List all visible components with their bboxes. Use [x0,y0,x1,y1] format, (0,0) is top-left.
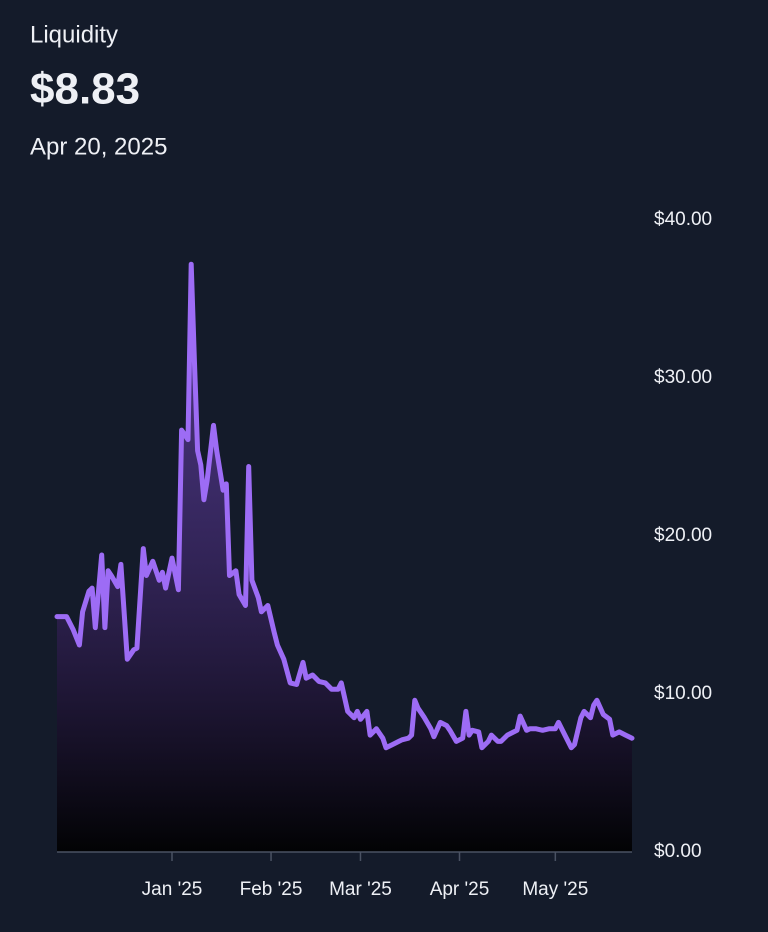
x-tick-label: Feb '25 [240,879,303,900]
chart-title: Liquidity [30,21,118,48]
area-fill [57,264,632,852]
line [54,261,635,751]
y-tick-label: $10.00 [654,683,712,704]
x-tick-label: Mar '25 [329,879,392,900]
y-tick-label: $30.00 [654,367,712,388]
headline-value: $8.83 [30,65,140,114]
y-tick-label: $20.00 [654,525,712,546]
x-tick-label: Apr '25 [430,879,490,900]
headline-date: Apr 20, 2025 [30,133,167,160]
x-tick-label: May '25 [522,879,588,900]
y-tick-label: $40.00 [654,209,712,230]
y-tick-label: $0.00 [654,841,702,862]
x-tick-label: Jan '25 [142,879,203,900]
